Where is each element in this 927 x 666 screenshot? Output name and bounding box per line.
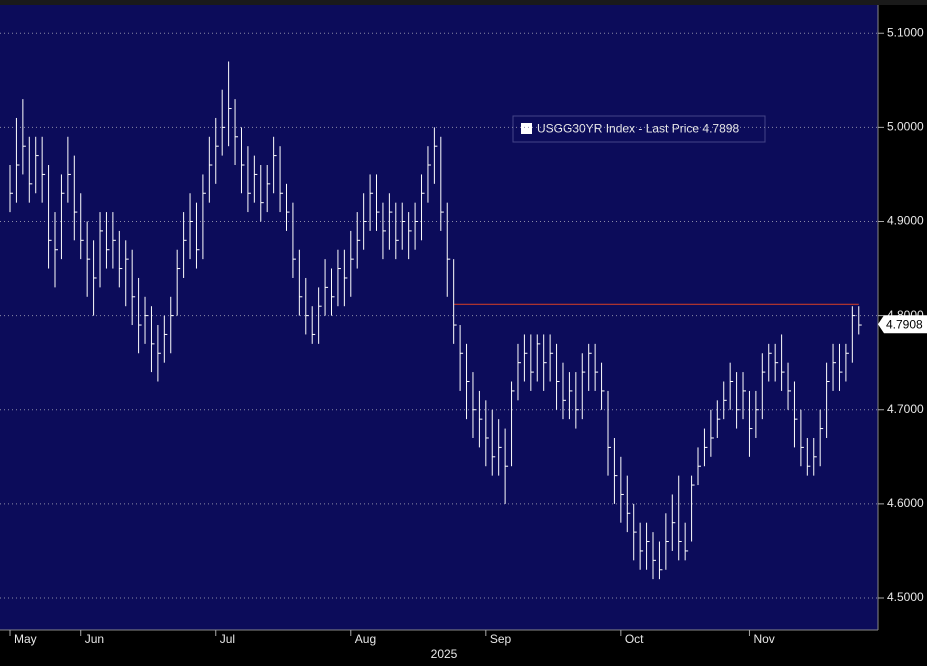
x-tick-label: May	[14, 632, 37, 646]
last-value-box	[878, 315, 927, 334]
toolbar-strip	[0, 0, 927, 5]
x-tick-label: Nov	[753, 632, 774, 646]
legend-series-name: USGG30YR Index - Last Price	[537, 122, 699, 136]
legend-value: 4.7898	[702, 122, 739, 136]
y-tick-label: 4.6000	[887, 496, 924, 510]
x-tick-label: Sep	[490, 632, 512, 646]
y-tick-label: 5.0000	[887, 120, 924, 134]
legend-swatch	[521, 123, 532, 134]
x-tick-label: Jul	[220, 632, 235, 646]
y-tick-label: 5.1000	[887, 25, 924, 39]
y-tick-label: 4.7000	[887, 402, 924, 416]
x-tick-label: Jun	[85, 632, 104, 646]
plot-area	[0, 5, 878, 630]
y-tick-label: 4.5000	[887, 590, 924, 604]
y-tick-label: 4.9000	[887, 214, 924, 228]
year-label: 2025	[431, 647, 458, 661]
last-value-label: 4.7908	[886, 317, 923, 331]
legend: USGG30YR Index - Last Price 4.7898	[512, 115, 766, 143]
x-tick-label: Aug	[355, 632, 376, 646]
legend-box	[512, 115, 766, 143]
x-tick-label: Oct	[625, 632, 644, 646]
legend-label: USGG30YR Index - Last Price 4.7898	[537, 122, 739, 136]
